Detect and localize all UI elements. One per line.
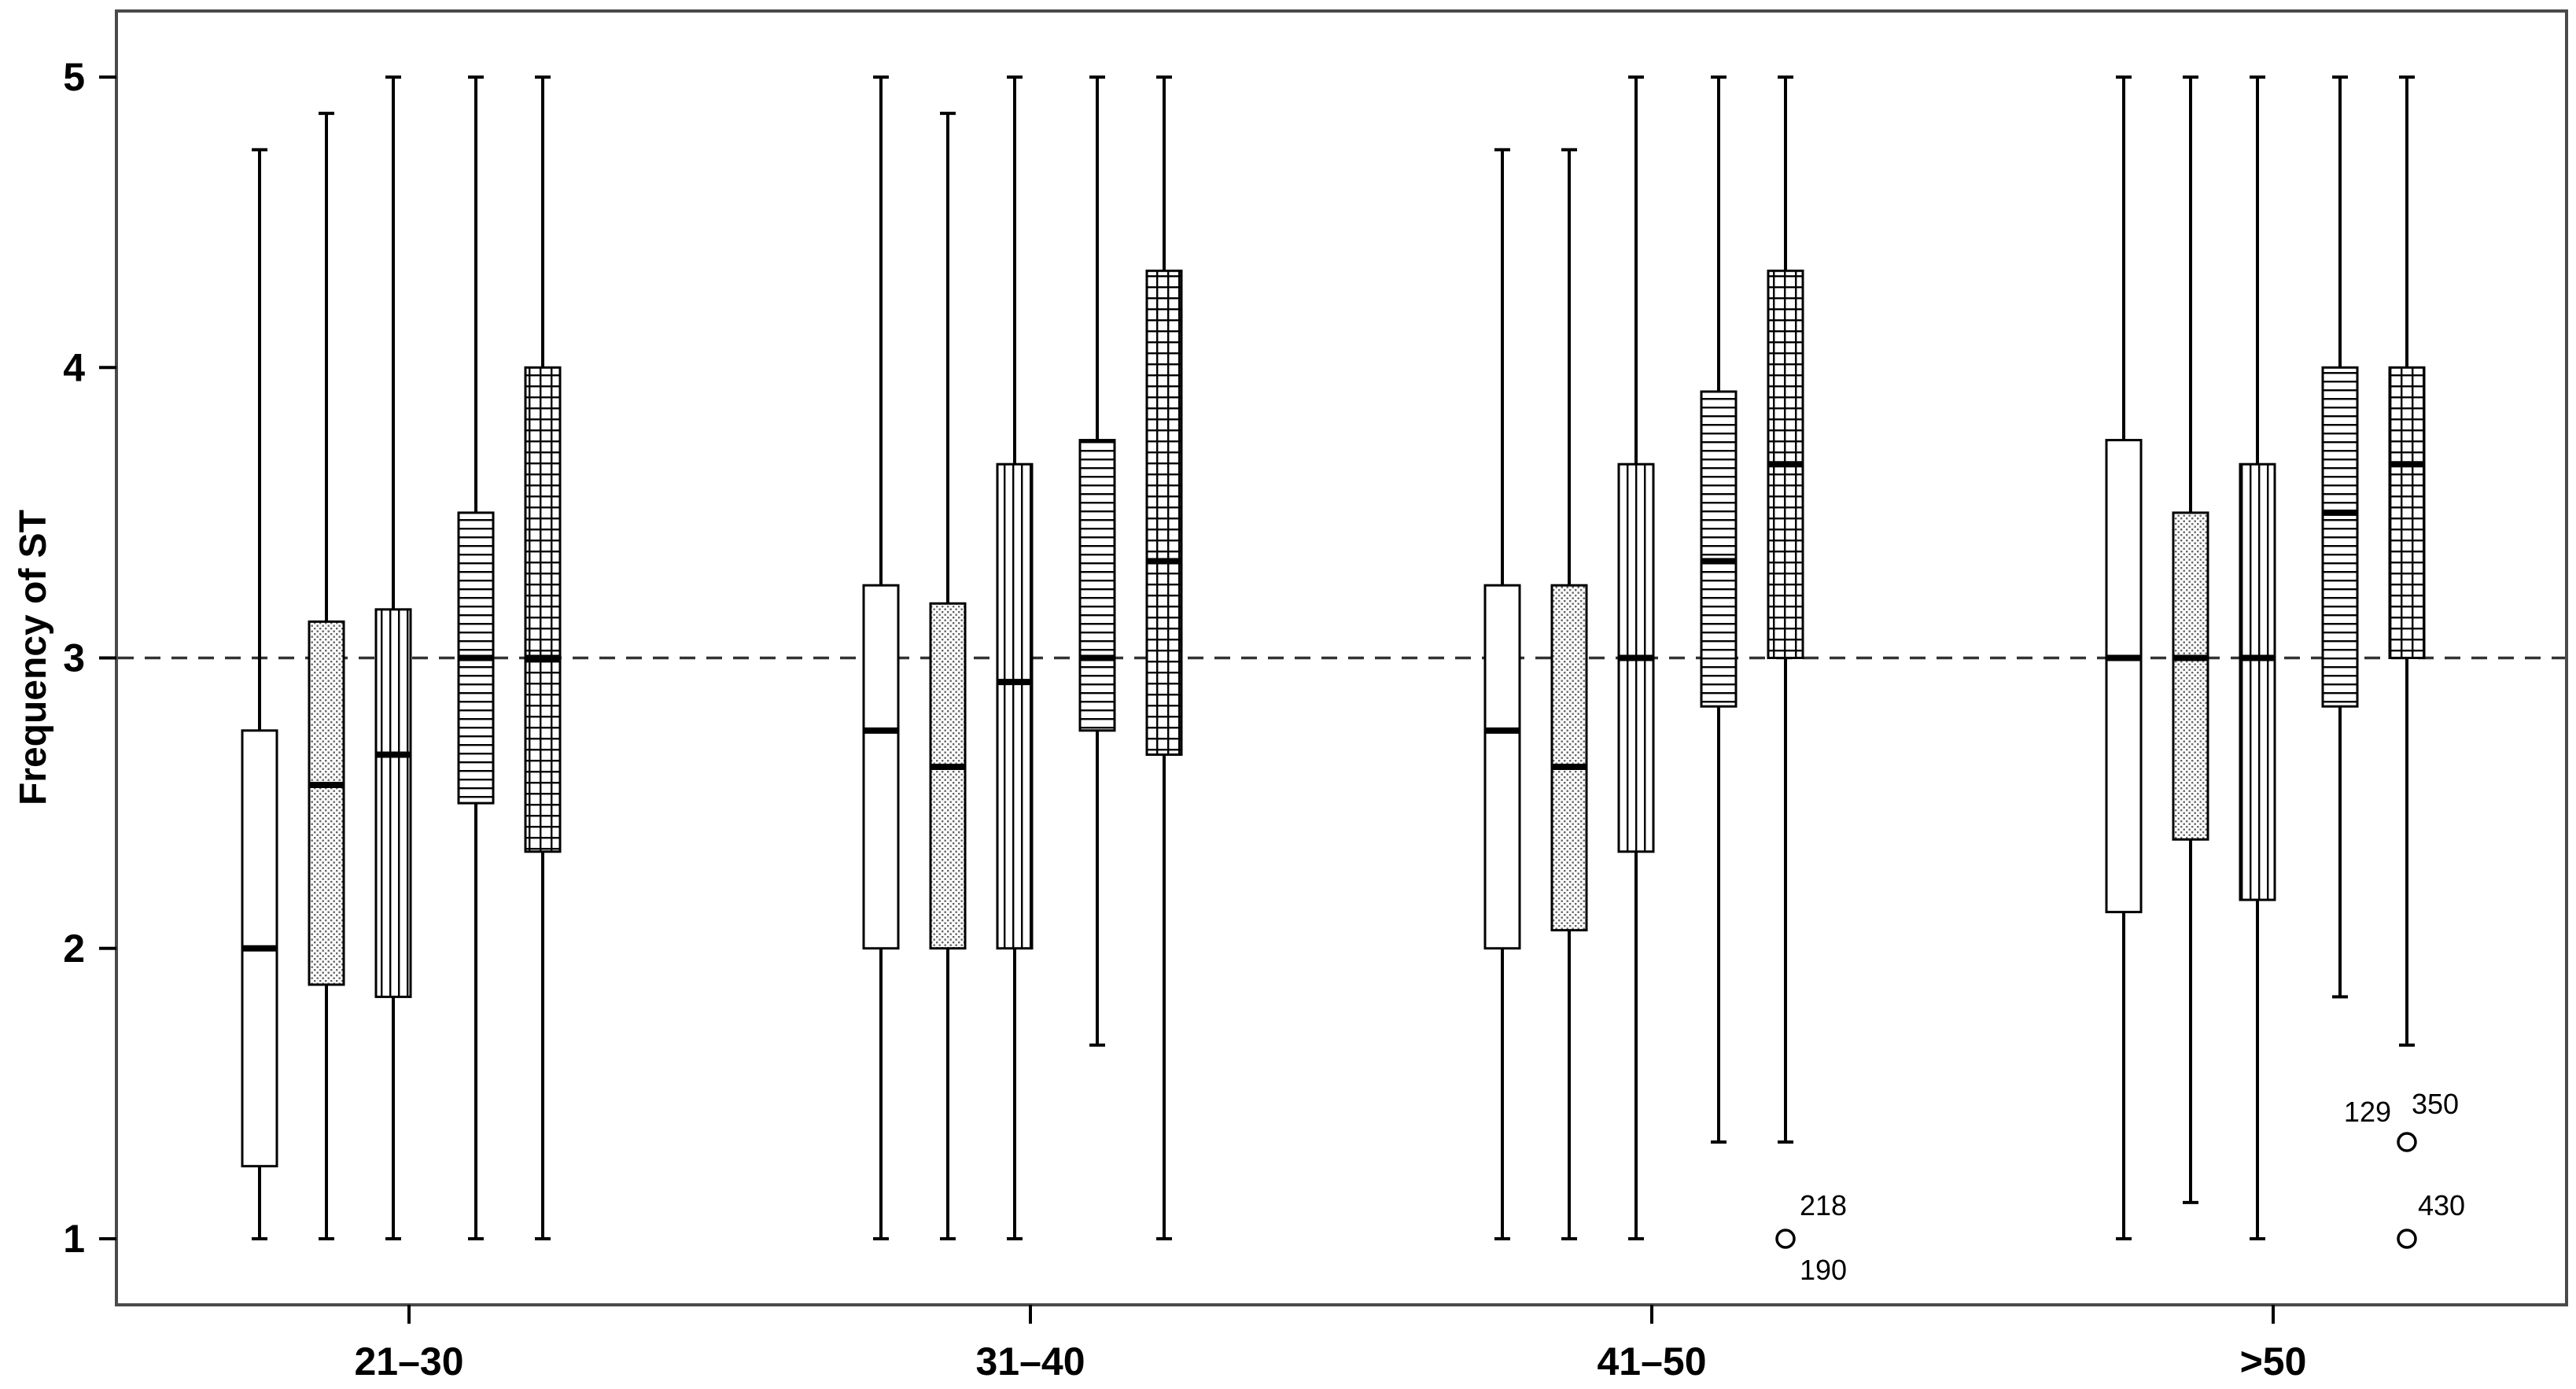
box-series-group: 218 190 129 350 430 (241, 76, 2465, 1286)
box-dotted (1550, 148, 1588, 1240)
outlier-label: 218 (1800, 1189, 1847, 1221)
box-dotted (929, 112, 967, 1240)
box-plain (1483, 148, 1521, 1240)
y-tick-label: 3 (63, 636, 85, 680)
box-horizontal-lines (2321, 76, 2359, 999)
x-tick-label: >50 (2240, 1339, 2307, 1383)
box-vertical-lines (1617, 76, 1655, 1240)
box-horizontal-lines (1078, 76, 1116, 1047)
box-grid (1145, 76, 1183, 1240)
outlier-point (1775, 1229, 1796, 1249)
y-tick-label: 5 (63, 55, 85, 99)
box-iqr (2388, 366, 2426, 659)
y-tick-label: 4 (63, 345, 85, 389)
box-iqr (2239, 462, 2276, 901)
box-iqr (929, 602, 967, 950)
box-iqr (2172, 511, 2209, 841)
y-tick-label: 2 (63, 927, 85, 971)
box-plain (241, 148, 278, 1240)
box-grid: 129 350 430 (2344, 76, 2465, 1249)
box-vertical-lines (996, 76, 1034, 1240)
box-dotted (2172, 76, 2209, 1204)
box-iqr (2105, 439, 2143, 914)
x-tick-label: 41–50 (1597, 1339, 1706, 1383)
outlier-point (2397, 1132, 2417, 1152)
x-tick-label: 31–40 (975, 1339, 1085, 1383)
box-horizontal-lines (457, 76, 495, 1240)
outlier-point (2397, 1229, 2417, 1249)
y-axis-title: Frequency of ST (13, 510, 54, 805)
x-tick-label: 21–30 (354, 1339, 463, 1383)
box-iqr (1483, 584, 1521, 950)
box-grid (524, 76, 562, 1240)
box-iqr (996, 462, 1034, 950)
box-plain (862, 76, 900, 1240)
box-horizontal-lines (1700, 76, 1738, 1144)
box-iqr (374, 608, 412, 998)
outlier-label: 430 (2418, 1189, 2465, 1221)
outlier-label: 129 (2344, 1096, 2391, 1128)
box-dotted (308, 112, 345, 1240)
box-iqr (1550, 584, 1588, 932)
box-grid: 218 190 (1767, 76, 1847, 1286)
y-axis: 1 2 3 4 5 (63, 55, 116, 1261)
box-vertical-lines (2239, 76, 2276, 1240)
box-iqr (524, 366, 562, 853)
box-iqr (2321, 366, 2359, 708)
box-iqr (1078, 439, 1116, 732)
box-iqr (862, 584, 900, 950)
x-axis: 21–30 31–40 41–50 >50 (354, 1305, 2306, 1383)
box-vertical-lines (374, 76, 412, 1240)
outlier-label: 190 (1800, 1254, 1847, 1286)
outlier-label: 350 (2412, 1088, 2459, 1120)
box-plain (2105, 76, 2143, 1240)
y-tick-label: 1 (63, 1217, 85, 1261)
box-iqr (1145, 269, 1183, 756)
box-iqr (308, 620, 345, 986)
box-iqr (1700, 390, 1738, 708)
